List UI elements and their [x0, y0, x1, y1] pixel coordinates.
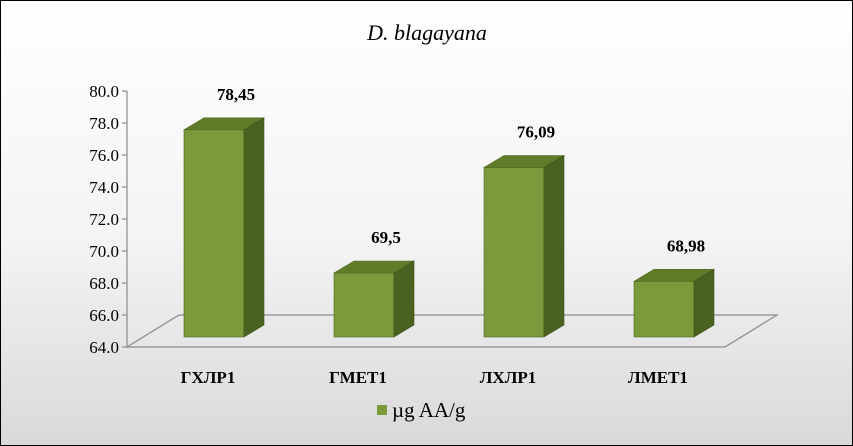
x-category-label: ГМЕТ1 [329, 368, 387, 387]
bar-side-face [543, 155, 565, 338]
y-tick-label: 70.0 [89, 242, 119, 261]
x-category-label: ЛМЕТ1 [628, 368, 688, 387]
floor-outline [124, 314, 780, 348]
chart-title: D. blagayana [366, 20, 487, 45]
bar-front-face [633, 281, 695, 338]
legend-swatch [377, 405, 387, 415]
bar [332, 260, 416, 338]
bar [482, 155, 566, 338]
data-label: 68,98 [667, 236, 705, 255]
plot-floor [124, 314, 780, 348]
bar-side-face [243, 117, 265, 338]
y-tick-label: 80.0 [89, 82, 119, 101]
y-tick-label: 76.0 [89, 146, 119, 165]
bar-side-face [393, 260, 415, 338]
bar [632, 268, 716, 338]
data-label: 78,45 [217, 85, 255, 104]
x-category-label: ЛХЛР1 [480, 368, 537, 387]
x-category-label: ГХЛР1 [181, 368, 236, 387]
y-tick-label: 72.0 [89, 210, 119, 229]
bar-front-face [483, 167, 545, 338]
data-label: 69,5 [371, 228, 401, 247]
data-label: 76,09 [517, 123, 555, 142]
y-axis: 64.0 66.0 68.0 70.0 72.0 74.0 76.0 78.0 80.0 [89, 82, 128, 357]
x-axis-categories: ГХЛР1 ГМЕТ1 ЛХЛР1 ЛМЕТ1 [181, 368, 688, 387]
y-tick-label: 64.0 [89, 338, 119, 357]
legend: µg AA/g [377, 398, 466, 422]
data-labels: 78,45 69,5 76,09 68,98 [217, 85, 705, 256]
y-tick-label: 66.0 [89, 306, 119, 325]
bar-front-face [183, 129, 245, 338]
legend-label: µg AA/g [392, 398, 466, 422]
y-tick-label: 78.0 [89, 114, 119, 133]
bars [182, 117, 716, 338]
y-tick-label: 74.0 [89, 178, 119, 197]
bar [182, 117, 266, 338]
bar-front-face [333, 272, 395, 338]
y-tick-label: 68.0 [89, 274, 119, 293]
bar-side-face [693, 268, 715, 338]
